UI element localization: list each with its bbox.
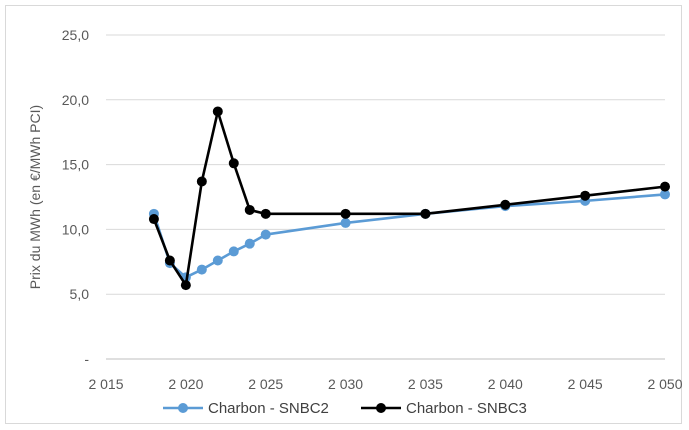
data-point — [196, 264, 207, 275]
data-point — [148, 214, 159, 225]
series-line — [152, 193, 666, 279]
gridlines — [106, 34, 665, 295]
series — [148, 106, 670, 291]
data-point — [244, 238, 255, 249]
data-point — [164, 255, 175, 266]
x-tick-label: 2 030 — [328, 376, 363, 392]
data-point — [340, 217, 351, 228]
y-tick-label: 20,0 — [62, 92, 89, 108]
data-point — [228, 158, 239, 169]
legend-label: Charbon - SNBC3 — [406, 400, 527, 417]
x-tick-label: 2 050 — [647, 376, 682, 392]
data-point — [180, 280, 191, 291]
y-tick-label: 5,0 — [70, 286, 90, 302]
data-point — [212, 255, 223, 266]
data-point — [420, 208, 431, 219]
series-1 — [148, 189, 670, 283]
data-point — [244, 204, 255, 215]
x-tick-label: 2 020 — [168, 376, 203, 392]
data-point — [340, 208, 351, 219]
data-point — [660, 181, 670, 192]
y-axis-label: Prix du MWh (en €/MWh PCI) — [27, 105, 43, 289]
y-tick-label: 25,0 — [62, 27, 89, 43]
x-tick-label: 2 015 — [88, 376, 123, 392]
series-2 — [148, 106, 670, 291]
legend-swatch-marker — [178, 403, 188, 413]
legend: Charbon - SNBC2 Charbon - SNBC3 — [163, 400, 527, 417]
data-point — [580, 190, 591, 201]
x-tick-label: 2 045 — [568, 376, 603, 392]
legend-swatch-marker — [376, 403, 386, 413]
y-tick-labels: - 5,0 10,0 15,0 20,0 25,0 — [62, 27, 90, 367]
x-tick-labels: 2 015 2 020 2 025 2 030 2 035 2 040 2 045 2 050 — [88, 376, 682, 392]
data-point — [660, 189, 670, 200]
x-tick-label: 2 040 — [488, 376, 523, 392]
legend-label: Charbon - SNBC2 — [208, 400, 329, 417]
data-point — [260, 229, 271, 240]
data-point — [260, 208, 271, 219]
data-point — [500, 199, 511, 210]
data-point — [196, 176, 207, 187]
y-tick-label: 15,0 — [62, 157, 89, 173]
y-tick-label: 10,0 — [62, 221, 89, 237]
y-tick-label: - — [84, 351, 89, 367]
x-tick-label: 2 035 — [408, 376, 443, 392]
x-tick-label: 2 025 — [248, 376, 283, 392]
data-point — [228, 246, 239, 257]
data-point — [212, 106, 223, 117]
